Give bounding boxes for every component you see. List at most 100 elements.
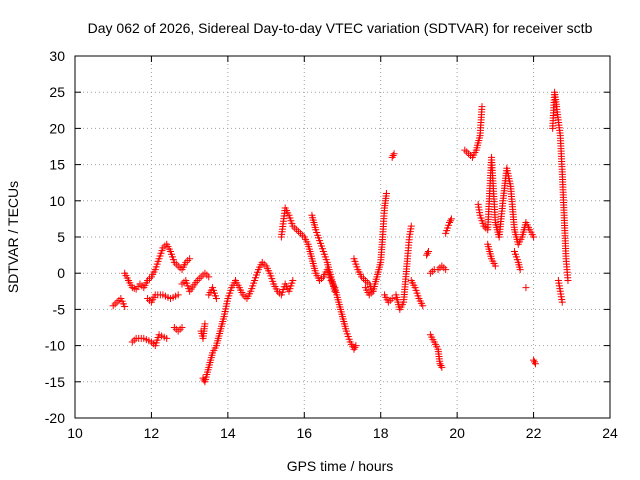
y-tick-label: -20 <box>45 410 65 426</box>
data-point <box>111 300 119 308</box>
data-point <box>530 356 538 364</box>
data-point <box>491 262 499 270</box>
x-tick-label: 18 <box>373 425 389 441</box>
data-point <box>522 284 530 292</box>
data-point <box>201 269 209 277</box>
data-point <box>163 334 171 342</box>
data-point <box>350 345 358 353</box>
data-point <box>446 217 454 225</box>
x-tick-label: 12 <box>144 425 160 441</box>
data-point <box>178 280 186 288</box>
data-point <box>298 231 306 239</box>
data-point <box>434 266 442 274</box>
data-point <box>530 233 538 241</box>
data-point <box>170 324 178 331</box>
data-point <box>289 276 297 284</box>
data-point <box>174 262 182 270</box>
data-point <box>360 275 368 283</box>
x-axis-label: GPS time / hours <box>287 458 394 474</box>
data-point <box>558 298 566 306</box>
y-tick-label: -5 <box>53 301 66 317</box>
data-point <box>407 222 415 230</box>
data-point <box>197 273 205 281</box>
data-point <box>144 295 152 303</box>
data-point <box>361 276 369 284</box>
data-point <box>203 271 211 279</box>
y-axis-label: SDTVAR / TECUs <box>5 181 21 293</box>
data-point <box>138 282 146 290</box>
data-point <box>212 295 220 303</box>
data-point <box>351 343 359 351</box>
x-tick-label: 14 <box>220 425 236 441</box>
data-point <box>465 150 473 158</box>
data-point <box>146 275 154 283</box>
data-point <box>174 327 182 335</box>
data-point <box>478 103 486 111</box>
data-point <box>331 287 339 295</box>
data-point <box>241 293 249 301</box>
data-point <box>382 190 390 198</box>
data-point <box>564 276 572 284</box>
data-point <box>176 264 184 272</box>
data-point <box>121 303 129 311</box>
data-point <box>419 302 427 310</box>
x-tick-label: 20 <box>449 425 465 441</box>
data-point <box>389 152 397 160</box>
data-point <box>205 273 213 281</box>
x-axis-ticks: 10 12 14 16 18 20 22 24 <box>67 56 618 441</box>
data-point <box>201 320 209 328</box>
x-tick-label: 22 <box>526 425 542 441</box>
data-point <box>146 296 154 304</box>
data-point <box>437 362 445 370</box>
data-point <box>195 275 203 283</box>
x-tick-label: 10 <box>67 425 83 441</box>
data-point <box>390 150 398 158</box>
data-point <box>531 360 539 368</box>
data-point <box>296 229 304 237</box>
data-point <box>363 278 371 286</box>
data-point <box>352 342 360 350</box>
data-point <box>516 266 524 274</box>
data-point <box>436 360 444 368</box>
data-point <box>317 275 325 283</box>
data-point <box>130 284 138 292</box>
data-point <box>115 296 123 304</box>
y-tick-label: 20 <box>49 120 65 136</box>
data-point <box>186 255 194 263</box>
grid-lines <box>75 56 610 418</box>
data-point <box>128 338 136 346</box>
data-point <box>428 267 436 275</box>
y-tick-label: 5 <box>57 229 65 245</box>
y-tick-label: 10 <box>49 193 65 209</box>
data-point <box>438 262 446 270</box>
data-point <box>463 148 471 156</box>
data-point <box>178 324 186 331</box>
data-point <box>424 249 432 257</box>
data-point <box>446 219 453 227</box>
data-point <box>184 257 192 265</box>
data-point <box>386 296 394 304</box>
data-point <box>130 336 138 344</box>
data-point <box>423 251 431 259</box>
data-point <box>295 228 303 236</box>
data-point <box>438 363 446 371</box>
x-tick-label: 24 <box>602 425 618 441</box>
y-tick-label: -10 <box>45 338 65 354</box>
data-point <box>424 247 432 255</box>
data-point <box>174 291 182 299</box>
data-point <box>388 153 396 161</box>
data-point <box>461 146 469 154</box>
y-tick-label: 15 <box>49 157 65 173</box>
y-tick-label: 30 <box>49 48 65 64</box>
data-points <box>109 88 572 386</box>
data-point <box>176 325 184 333</box>
y-axis-ticks: -20 -15 -10 -5 0 5 10 15 20 25 30 <box>45 48 610 426</box>
chart-title: Day 062 of 2026, Sidereal Day-to-day VTE… <box>88 20 593 36</box>
x-tick-label: 16 <box>296 425 312 441</box>
data-point <box>440 264 448 272</box>
data-point <box>426 269 434 277</box>
data-point <box>109 302 117 310</box>
data-point <box>388 295 396 303</box>
data-point <box>447 215 455 223</box>
